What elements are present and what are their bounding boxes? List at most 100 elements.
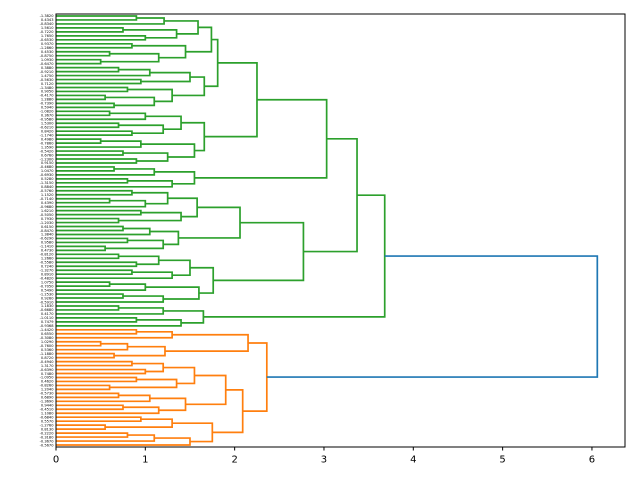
leaf-label: 0.6550 [41, 332, 54, 336]
dendrogram-link [56, 58, 102, 65]
leaf-label: 0.7480 [41, 372, 54, 376]
leaf-label: -0.5730 [40, 392, 55, 396]
leaf-label: 0.6760 [41, 153, 54, 157]
dendrogram-link [114, 345, 166, 357]
dendrogram-link [178, 206, 241, 239]
dendrogram-link [56, 68, 151, 77]
dendrogram-link [56, 209, 142, 216]
dendrogram-link [56, 130, 133, 137]
x-tick-label: 4 [410, 455, 416, 466]
dendrogram-link [56, 392, 120, 399]
leaf-label: 0.4730 [41, 249, 54, 253]
leaf-label: 1.2880 [41, 98, 54, 102]
x-tick-label: 6 [589, 455, 595, 466]
leaf-label: 1.3170 [41, 364, 54, 368]
dendrogram-link [56, 376, 138, 383]
leaf-label: 0.4530 [41, 50, 54, 54]
dendrogram-link [163, 366, 196, 385]
x-axis-ticks: 0 1 2 3 4 5 6 [53, 447, 595, 466]
leaf-label: 0.9440 [41, 404, 54, 408]
dendrogram-link [204, 62, 258, 138]
leaf-label: 1.6210 [41, 209, 54, 213]
dendrogram-link [56, 328, 138, 335]
dendrogram-link [56, 305, 120, 311]
dendrogram-link [56, 271, 173, 280]
dendrogram-link [212, 389, 244, 434]
leaf-label: -1.1880 [40, 352, 55, 356]
leaf-label: 1.5610 [41, 26, 54, 30]
dendrogram-link [56, 307, 165, 315]
leaf-label: -0.8120 [40, 253, 55, 257]
dendrogram-link [154, 171, 196, 185]
leaf-label: 1.1080 [41, 411, 54, 415]
leaf-label: 0.5280 [41, 177, 54, 181]
x-tick-label: 5 [499, 455, 505, 466]
dendrogram-link [56, 178, 129, 184]
leaf-label: 0.5490 [41, 288, 54, 292]
dendrogram-link [56, 179, 173, 188]
x-tick-label: 3 [321, 455, 327, 466]
dendrogram-link [56, 42, 133, 49]
leaf-label: 1.3840 [41, 233, 54, 237]
x-tick-label: 1 [142, 455, 148, 466]
dendrogram-link [56, 340, 102, 347]
dendrogram-link [56, 416, 142, 423]
leaf-label: -0.4820 [40, 276, 55, 280]
leaf-label: -0.6930 [40, 173, 55, 177]
leaf-label: -0.9368 [40, 324, 55, 328]
leaf-label: -0.5910 [40, 300, 55, 304]
dendrogram-link [56, 261, 138, 268]
leaf-label: -0.6530 [40, 38, 55, 42]
dendrogram-link [242, 342, 268, 412]
leaf-label: -0.3080 [40, 336, 55, 340]
leaf-label: 0.9150 [41, 161, 54, 165]
dendrogram-link [56, 269, 133, 276]
leaf-label: 1.4750 [41, 74, 54, 78]
leaf-label: -0.6210 [40, 125, 55, 129]
dendrogram-link [56, 17, 165, 25]
dendrogram-link [56, 404, 124, 411]
dendrogram-link [56, 66, 120, 73]
leaf-label: 0.5940 [41, 106, 54, 110]
dendrogram-link [56, 110, 111, 117]
leaf-label: 0.6890 [41, 396, 54, 400]
leaf-label: 0.5570 [41, 419, 54, 423]
leaf-label: 0.7930 [41, 217, 54, 221]
dendrogram-link [127, 88, 173, 103]
leaf-label: -0.5760 [40, 189, 55, 193]
dendrogram-link [189, 266, 215, 294]
leaf-label: -1.1410 [40, 245, 55, 249]
leaf-label: -0.6680 [40, 308, 55, 312]
leaf-label: -0.5630 [40, 78, 55, 82]
dendrogram-link [172, 76, 206, 97]
dendrogram-link [56, 293, 124, 299]
leaf-label: 0.4390 [41, 201, 54, 205]
dendrogram-link [56, 319, 182, 327]
dendrogram-link [181, 121, 206, 152]
dendrogram-link [56, 122, 120, 129]
leaf-label: 1.0470 [41, 169, 54, 173]
leaf-label: -0.4940 [40, 360, 55, 364]
leaf-label: -1.3820 [40, 14, 55, 18]
dendrogram-link [149, 397, 187, 412]
dendrogram-link [56, 434, 156, 442]
dendrogram-link [56, 94, 106, 101]
leaf-label: 0.8420 [41, 129, 54, 133]
dendrogram-link [56, 102, 115, 109]
dendrogram-link [56, 225, 124, 232]
dendrogram-link [56, 352, 115, 359]
leaf-label: -0.8750 [40, 54, 55, 58]
dendrogram-link [213, 221, 305, 282]
leaf-label: -0.4510 [40, 408, 55, 412]
dendrogram-link [185, 374, 227, 406]
leaf-label: 1.2040 [41, 388, 54, 392]
x-tick-label: 0 [53, 455, 59, 466]
leaf-label: -0.4680 [40, 165, 55, 169]
dendrogram-link [56, 432, 129, 438]
dendrogram-link [56, 227, 151, 236]
leaf-label: 1.3590 [41, 145, 54, 149]
leaf-label: 1.0930 [41, 58, 54, 62]
dendrogram-link [56, 168, 156, 176]
dendrogram-link [56, 158, 138, 164]
leaf-label: -1.2760 [40, 423, 55, 427]
